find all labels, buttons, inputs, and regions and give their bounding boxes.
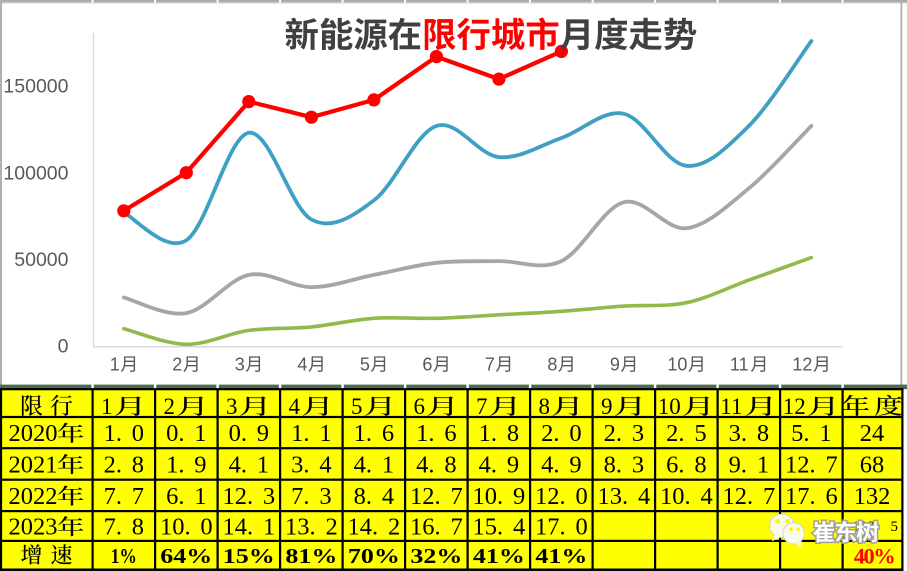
svg-text:64%: 64% (160, 544, 212, 568)
svg-text:12. 7: 12. 7 (723, 483, 776, 510)
svg-text:50000: 50000 (14, 249, 68, 271)
svg-text:7: 7 (476, 394, 488, 419)
svg-text:17. 0: 17. 0 (535, 514, 588, 541)
svg-text:12: 12 (792, 355, 812, 375)
svg-text:11: 11 (730, 355, 749, 375)
svg-text:12. 3: 12. 3 (222, 483, 275, 510)
svg-text:0: 0 (58, 336, 69, 358)
svg-text:17. 6: 17. 6 (785, 483, 838, 510)
svg-text:2: 2 (172, 355, 182, 375)
svg-text:4: 4 (297, 355, 307, 375)
svg-text:12. 7: 12. 7 (785, 451, 838, 478)
svg-text:9: 9 (601, 394, 613, 419)
svg-text:4. 8: 4. 8 (416, 451, 456, 478)
svg-text:8. 4: 8. 4 (354, 483, 394, 510)
svg-text:5: 5 (360, 355, 370, 375)
svg-text:10: 10 (667, 355, 687, 375)
svg-text:13. 2: 13. 2 (285, 514, 338, 541)
svg-text:8. 3: 8. 3 (604, 451, 644, 478)
svg-text:7. 8: 7. 8 (104, 514, 144, 541)
svg-text:41%: 41% (535, 544, 587, 568)
svg-text:32%: 32% (410, 544, 462, 568)
svg-text:12: 12 (783, 394, 806, 419)
svg-text:1: 1 (101, 394, 113, 419)
svg-text:12. 7: 12. 7 (410, 483, 463, 510)
svg-text:2021: 2021 (9, 451, 58, 478)
svg-text:150000: 150000 (3, 76, 68, 98)
svg-text:4. 9: 4. 9 (541, 451, 581, 478)
svg-text:14. 2: 14. 2 (348, 514, 401, 541)
svg-text:2020: 2020 (9, 420, 58, 447)
svg-text:4: 4 (289, 394, 301, 419)
svg-text:7: 7 (485, 355, 495, 375)
svg-text:6. 8: 6. 8 (666, 451, 706, 478)
svg-text:14. 1: 14. 1 (222, 514, 275, 541)
svg-text:1. 6: 1. 6 (354, 420, 394, 447)
svg-text:10. 4: 10. 4 (660, 483, 713, 510)
svg-text:1%: 1% (111, 544, 137, 568)
svg-text:5. 1: 5. 1 (791, 420, 831, 447)
svg-text:2023: 2023 (9, 514, 58, 541)
svg-text:1. 1: 1. 1 (291, 420, 331, 447)
svg-text:8: 8 (539, 394, 551, 419)
svg-text:10. 9: 10. 9 (473, 483, 526, 510)
svg-text:41%: 41% (473, 544, 525, 568)
svg-text:9. 1: 9. 1 (729, 451, 769, 478)
svg-text:2. 5: 2. 5 (666, 420, 706, 447)
svg-text:2. 0: 2. 0 (541, 420, 581, 447)
svg-text:7. 3: 7. 3 (291, 483, 331, 510)
svg-text:9: 9 (610, 355, 620, 375)
svg-text:13. 4: 13. 4 (598, 483, 651, 510)
svg-text:16. 7: 16. 7 (410, 514, 463, 541)
svg-text:68: 68 (860, 451, 885, 478)
svg-text:81%: 81% (285, 544, 337, 568)
svg-text:0. 1: 0. 1 (166, 420, 206, 447)
svg-text:1. 8: 1. 8 (479, 420, 519, 447)
svg-text:15%: 15% (223, 544, 275, 568)
svg-text:6: 6 (414, 394, 426, 419)
svg-text:3. 4: 3. 4 (291, 451, 331, 478)
svg-text:132: 132 (854, 483, 891, 510)
svg-text:24: 24 (860, 420, 885, 447)
svg-text:2. 8: 2. 8 (104, 451, 144, 478)
svg-text:3. 8: 3. 8 (729, 420, 769, 447)
svg-text:1. 6: 1. 6 (416, 420, 456, 447)
svg-text:12. 0: 12. 0 (535, 483, 588, 510)
svg-text:6: 6 (422, 355, 432, 375)
svg-text:1. 0: 1. 0 (104, 420, 144, 447)
svg-text:10: 10 (658, 394, 681, 419)
svg-text:4. 1: 4. 1 (354, 451, 394, 478)
svg-text:4. 9: 4. 9 (479, 451, 519, 478)
svg-text:2. 3: 2. 3 (604, 420, 644, 447)
svg-text:2022: 2022 (9, 483, 58, 510)
svg-text:5: 5 (351, 394, 363, 419)
svg-text:3: 3 (226, 394, 238, 419)
svg-text:7. 7: 7. 7 (104, 483, 144, 510)
svg-text:10. 0: 10. 0 (160, 514, 213, 541)
svg-text:70%: 70% (348, 544, 400, 568)
svg-text:40%: 40% (854, 544, 895, 569)
svg-text:0. 9: 0. 9 (229, 420, 269, 447)
svg-text:100000: 100000 (3, 162, 68, 184)
svg-text:8: 8 (547, 355, 557, 375)
svg-text:4. 1: 4. 1 (229, 451, 269, 478)
svg-text:6. 1: 6. 1 (166, 483, 206, 510)
svg-text:11: 11 (720, 394, 742, 419)
svg-text:1: 1 (110, 355, 120, 375)
svg-text:2: 2 (164, 394, 176, 419)
svg-text:15. 4: 15. 4 (473, 514, 526, 541)
svg-text:1. 9: 1. 9 (166, 451, 206, 478)
svg-text:5: 5 (891, 519, 899, 535)
svg-text:3: 3 (235, 355, 245, 375)
